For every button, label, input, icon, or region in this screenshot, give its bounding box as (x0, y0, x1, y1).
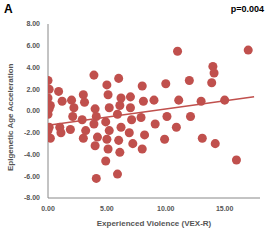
svg-text:-6.00: -6.00 (24, 173, 40, 180)
svg-text:0.00: 0.00 (41, 205, 55, 212)
svg-text:-8.00: -8.00 (24, 194, 40, 201)
svg-text:4.00: 4.00 (26, 64, 40, 71)
html-text:p=0.004: p=0.004 (230, 4, 264, 14)
svg-text:15.00: 15.00 (216, 205, 234, 212)
svg-text:2.00: 2.00 (26, 86, 40, 93)
svg-text:-2.00: -2.00 (24, 129, 40, 136)
svg-text:10.00: 10.00 (157, 205, 175, 212)
svg-text:Epigenetic Age Acceleration: Epigenetic Age Acceleration (8, 63, 15, 171)
svg-text:-4.00: -4.00 (24, 151, 40, 158)
svg-text:6.00: 6.00 (26, 42, 40, 49)
html-text:A: A (4, 2, 13, 16)
svg-text:5.00: 5.00 (100, 205, 114, 212)
svg-text:0.00: 0.00 (26, 107, 40, 114)
svg-text:Experienced Violence (VEX-R): Experienced Violence (VEX-R) (97, 219, 212, 228)
svg-text:8.00: 8.00 (26, 20, 40, 27)
